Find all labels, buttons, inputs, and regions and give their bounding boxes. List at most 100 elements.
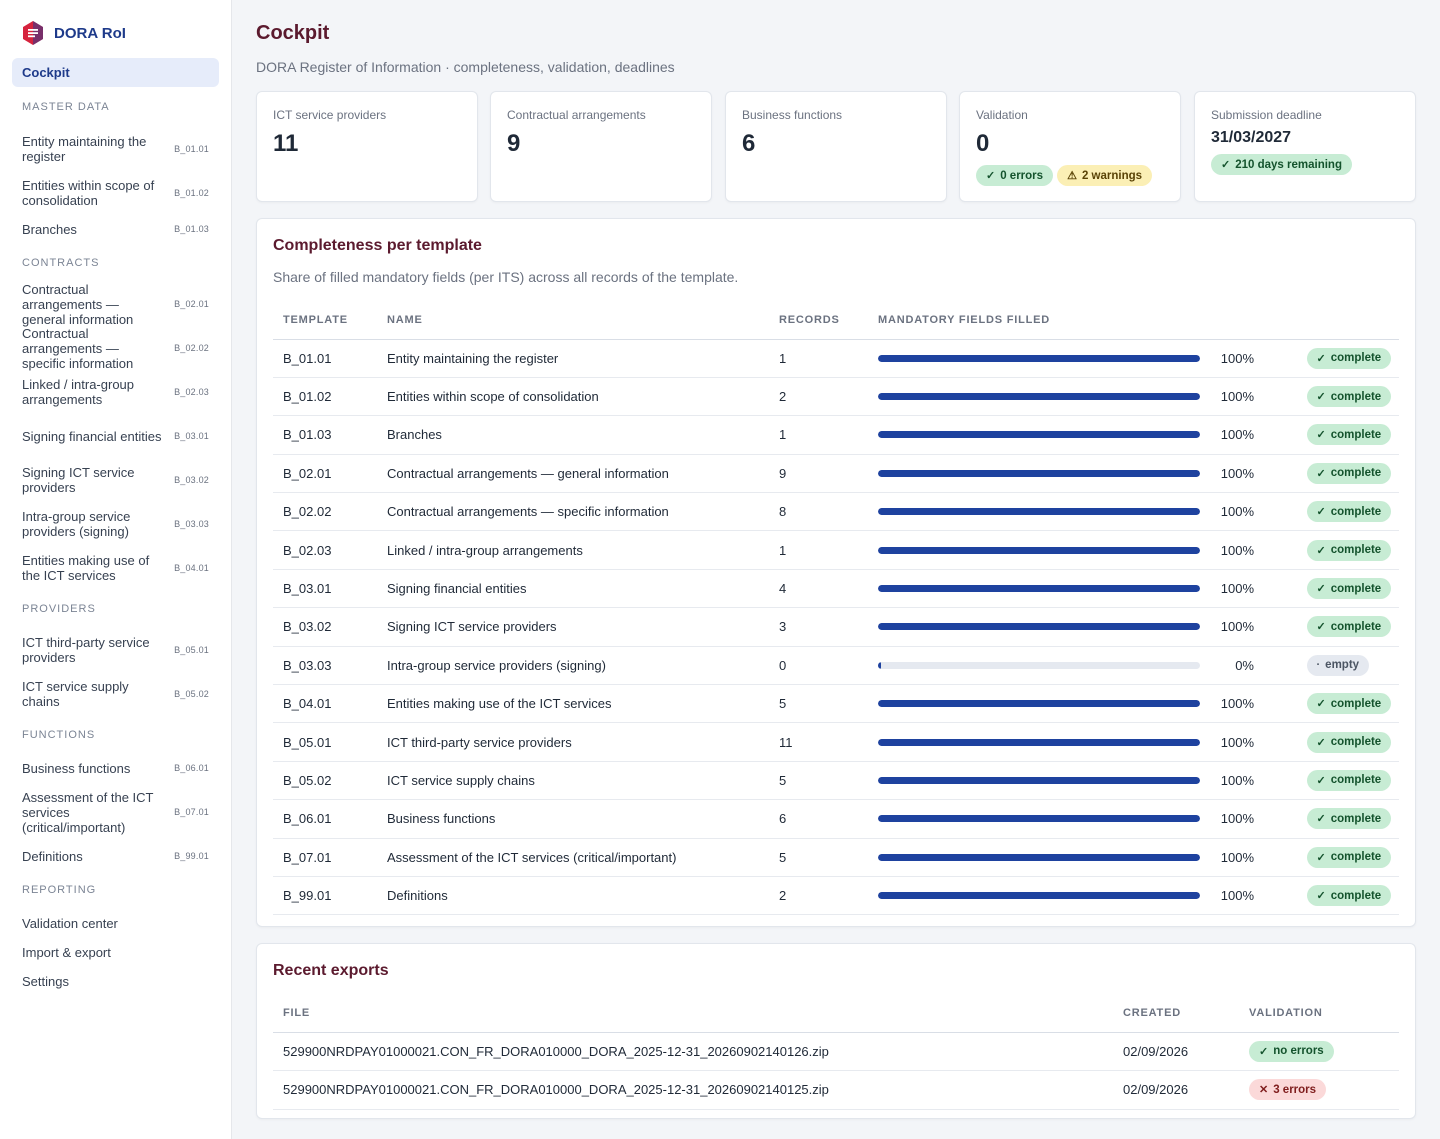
col-records: RECORDS — [769, 301, 868, 340]
sidebar-item-b-03-01[interactable]: Signing financial entities B_03.01 — [12, 414, 219, 458]
sidebar-item-code: B_01.03 — [174, 224, 209, 234]
sidebar-item-label: Entities within scope of consolidation — [22, 178, 155, 208]
sidebar-item-b-03-02[interactable]: Signing ICT service providers B_03.02 — [12, 458, 219, 502]
table-row[interactable]: B_03.03 Intra-group service providers (si… — [273, 646, 1399, 686]
template-name: ICT third-party service providers — [377, 722, 769, 762]
sidebar-item-import-export[interactable]: Import & export — [12, 938, 219, 967]
progress-bar — [878, 776, 1200, 784]
kpi-card-contracts[interactable]: Contractual arrangements 9 — [490, 91, 712, 202]
percent-label: 100% — [1220, 888, 1254, 904]
table-row[interactable]: B_02.02 Contractual arrangements — specif… — [273, 492, 1399, 532]
sidebar-item-settings[interactable]: Settings — [12, 967, 219, 996]
export-file-link[interactable]: 529900NRDPAY01000021.CON_FR_DORA010000_D… — [273, 1032, 1113, 1071]
sidebar-item-cockpit[interactable]: Cockpit — [12, 58, 219, 87]
sidebar-item-code: B_05.01 — [174, 644, 209, 655]
table-row[interactable]: B_02.01 Contractual arrangements — genera… — [273, 454, 1399, 494]
table-row[interactable]: 529900NRDPAY01000021.CON_FR_DORA010000_D… — [273, 1070, 1399, 1110]
completeness-table: TEMPLATE NAME RECORDS MANDATORY FIELDS F… — [273, 301, 1399, 916]
table-row[interactable]: B_03.01 Signing financial entities 4 100% ✓ c… — [273, 569, 1399, 609]
template-code: B_03.02 — [273, 607, 377, 647]
table-row[interactable]: B_07.01 Assessment of the ICT services (c… — [273, 838, 1399, 877]
percent-label: 100% — [1220, 811, 1254, 827]
sidebar-item-b-04-01[interactable]: Entities making use of the ICT services B… — [12, 546, 219, 590]
validation-badge: ✕ 3 errors — [1249, 1079, 1327, 1101]
sidebar-item-b-03-03[interactable]: Intra-group service providers (signing) B… — [12, 502, 219, 546]
kpi-card-validation[interactable]: Validation 0 ✓ 0 errors ⚠ 2 warnings — [959, 91, 1181, 202]
brand[interactable]: DORA RoI — [22, 20, 219, 46]
progress-bar — [878, 738, 1200, 746]
sidebar-item-label: Intra-group service providers (signing) — [22, 509, 131, 539]
check-icon: ✓ — [1316, 774, 1326, 787]
table-row[interactable]: 529900NRDPAY01000021.CON_FR_DORA010000_D… — [273, 1032, 1399, 1071]
sidebar-item-b-01-03[interactable]: Branches B_01.03 — [12, 215, 219, 244]
percent-label: 100% — [1220, 619, 1254, 635]
table-row[interactable]: B_02.03 Linked / intra-group arrangements… — [273, 530, 1399, 570]
table-row[interactable]: B_05.02 ICT service supply chains 5 100% ✓ co… — [273, 761, 1399, 801]
record-count: 2 — [769, 377, 868, 417]
template-code: B_04.01 — [273, 684, 377, 724]
sidebar-item-b-05-02[interactable]: ICT service supply chains B_05.02 — [12, 672, 219, 716]
kpi-card-providers[interactable]: ICT service providers 11 — [256, 91, 478, 202]
check-icon: ✓ — [1316, 352, 1326, 365]
sidebar-item-b-02-02[interactable]: Contractual arrangements — specific info… — [12, 326, 219, 371]
sidebar-item-b-07-01[interactable]: Assessment of the ICT services (critical… — [12, 783, 219, 842]
sidebar-item-code: B_06.01 — [174, 763, 209, 773]
percent-label: 100% — [1220, 542, 1254, 558]
template-name: Branches — [377, 415, 769, 455]
status-badge: ✓ complete — [1306, 539, 1392, 561]
sidebar-item-label: Signing financial entities — [22, 428, 162, 444]
status-badge: ✓ complete — [1306, 424, 1392, 446]
export-created-date: 02/09/2026 — [1113, 1032, 1239, 1071]
percent-label: 100% — [1220, 849, 1254, 865]
progress-fill — [878, 738, 1200, 746]
table-row[interactable]: B_03.02 Signing ICT service providers 3 100… — [273, 607, 1399, 647]
sidebar-item-b-02-03[interactable]: Linked / intra-group arrangements B_02.03 — [12, 370, 219, 414]
sidebar-item-b-01-02[interactable]: Entities within scope of consolidation B_… — [12, 171, 219, 215]
table-row[interactable]: B_99.01 Definitions 2 100% ✓ complete — [273, 876, 1399, 916]
sidebar-item-validation-center[interactable]: Validation center — [12, 909, 219, 938]
progress-fill — [878, 354, 1200, 362]
table-row[interactable]: B_01.01 Entity maintaining the register 1 1… — [273, 339, 1399, 378]
check-icon: ✓ — [986, 170, 996, 182]
warnings-badge: ⚠ 2 warnings — [1057, 165, 1153, 186]
template-code: B_06.01 — [273, 799, 377, 839]
sidebar-item-b-99-01[interactable]: Definitions B_99.01 — [12, 842, 219, 871]
sidebar-item-label: Linked / intra-group arrangements — [22, 377, 135, 407]
sidebar-item-b-01-01[interactable]: Entity maintaining the register B_01.01 — [12, 127, 219, 171]
template-code: B_05.02 — [273, 761, 377, 801]
table-row[interactable]: B_04.01 Entities making use of the ICT se… — [273, 684, 1399, 724]
check-icon: ✓ — [1316, 851, 1326, 864]
template-name: Signing financial entities — [377, 569, 769, 609]
table-row[interactable]: B_05.01 ICT third-party service providers… — [273, 722, 1399, 762]
percent-label: 100% — [1220, 465, 1254, 481]
progress-bar — [878, 700, 1200, 708]
sidebar-item-code: B_07.01 — [174, 807, 209, 817]
template-name: Linked / intra-group arrangements — [377, 530, 769, 570]
table-row[interactable]: B_01.03 Branches 1 100% ✓ complete — [273, 415, 1399, 455]
template-name: Entities within scope of consolidation — [377, 377, 769, 417]
sidebar-item-code: B_02.01 — [174, 298, 209, 309]
sidebar-item-b-05-01[interactable]: ICT third-party service providers B_05.01 — [12, 628, 219, 672]
progress-fill — [878, 661, 882, 669]
table-row[interactable]: B_01.02 Entities within scope of consolid… — [273, 377, 1399, 417]
sidebar-item-label: Signing ICT service providers — [22, 465, 135, 495]
kpi-card-deadline[interactable]: Submission deadline 31/03/2027 ✓ 210 days… — [1194, 91, 1416, 202]
check-icon: ✓ — [1316, 506, 1326, 519]
record-count: 4 — [769, 569, 868, 609]
template-name: Definitions — [377, 876, 769, 916]
sidebar-item-b-06-01[interactable]: Business functions B_06.01 — [12, 754, 219, 783]
col-name: NAME — [377, 301, 769, 340]
progress-bar — [878, 431, 1200, 439]
dot-icon: · — [1316, 659, 1321, 672]
kpi-value: 9 — [507, 130, 521, 157]
sidebar: DORA RoI Cockpit MASTER DATA Entity mainta… — [0, 0, 232, 1139]
table-row[interactable]: B_06.01 Business functions 6 100% ✓ complete — [273, 799, 1399, 839]
kpi-card-functions[interactable]: Business functions 6 — [725, 91, 947, 202]
export-file-link[interactable]: 529900NRDPAY01000021.CON_FR_DORA010000_D… — [273, 1070, 1113, 1110]
template-name: ICT service supply chains — [377, 761, 769, 801]
template-code: B_01.01 — [273, 339, 377, 378]
sidebar-item-b-02-01[interactable]: Contractual arrangements — general infor… — [12, 282, 219, 327]
status-badge: ✓ complete — [1306, 885, 1392, 907]
record-count: 9 — [769, 454, 868, 494]
template-code: B_99.01 — [273, 876, 377, 916]
